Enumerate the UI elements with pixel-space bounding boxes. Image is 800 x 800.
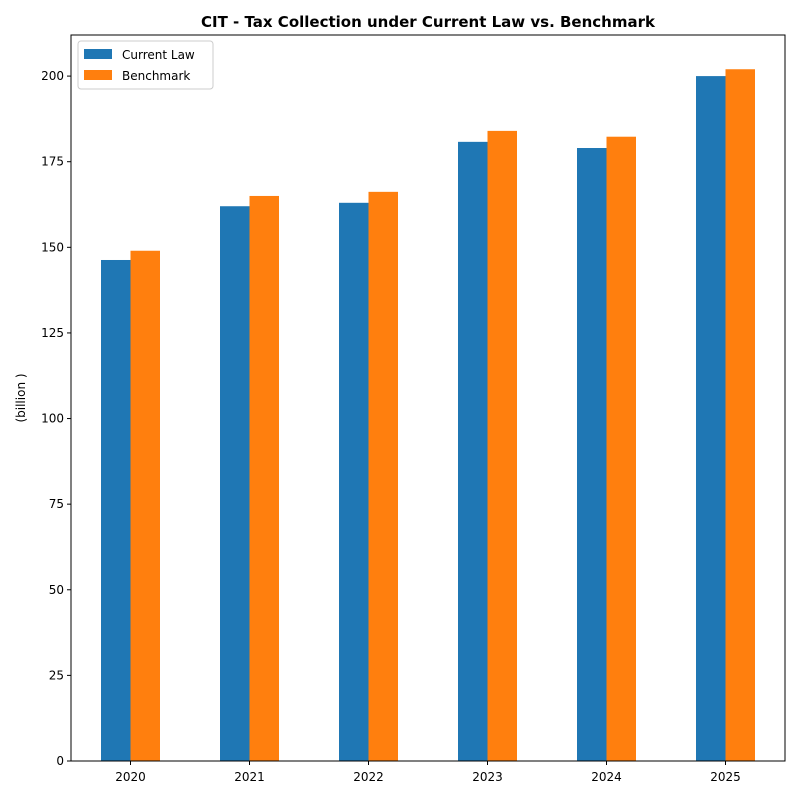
bar-current-law-2024 <box>577 148 607 762</box>
y-tick-label: 100 <box>41 412 64 426</box>
y-tick-label: 75 <box>49 497 64 511</box>
x-tick-label: 2025 <box>710 770 741 784</box>
bar-current-law-2020 <box>101 259 131 761</box>
plot-frame <box>70 34 786 762</box>
y-tick-label: 175 <box>41 155 64 169</box>
x-tick-label: 2021 <box>234 770 265 784</box>
bar-benchmark-2024 <box>606 136 636 761</box>
x-tick-label: 2020 <box>115 770 146 784</box>
bar-current-law-2023 <box>458 141 488 761</box>
bar-benchmark-2021 <box>249 195 279 762</box>
y-tick-label: 50 <box>49 583 64 597</box>
x-tick-label: 2024 <box>591 770 622 784</box>
x-tick-label: 2023 <box>472 770 503 784</box>
bar-benchmark-2022 <box>368 191 398 762</box>
bar-current-law-2025 <box>696 76 726 761</box>
y-tick-label: 125 <box>41 326 64 340</box>
legend-swatch-current-law <box>84 49 112 59</box>
x-tick-label: 2022 <box>353 770 384 784</box>
bar-benchmark-2025 <box>725 69 755 761</box>
legend: Current Law Benchmark <box>77 40 214 90</box>
legend-swatch-benchmark <box>84 70 112 80</box>
y-tick-label: 25 <box>49 668 64 682</box>
y-tick-label: 150 <box>41 240 64 254</box>
axes-group: 0 25 50 75 100 125 150 175 200 2020 2021 2022 2023 20… <box>41 34 786 784</box>
y-tick-label: 0 <box>56 754 64 768</box>
legend-label-benchmark: Benchmark <box>122 69 190 83</box>
y-axis-label: (billion ) <box>14 373 28 422</box>
bar-current-law-2021 <box>220 206 250 761</box>
bar-benchmark-2023 <box>487 130 517 762</box>
chart-title: CIT - Tax Collection under Current Law v… <box>201 13 656 31</box>
legend-label-current-law: Current Law <box>122 48 195 62</box>
bars-group <box>101 69 755 762</box>
y-tick-label: 200 <box>41 69 64 83</box>
bar-current-law-2022 <box>339 202 369 761</box>
bar-benchmark-2020 <box>130 250 160 761</box>
